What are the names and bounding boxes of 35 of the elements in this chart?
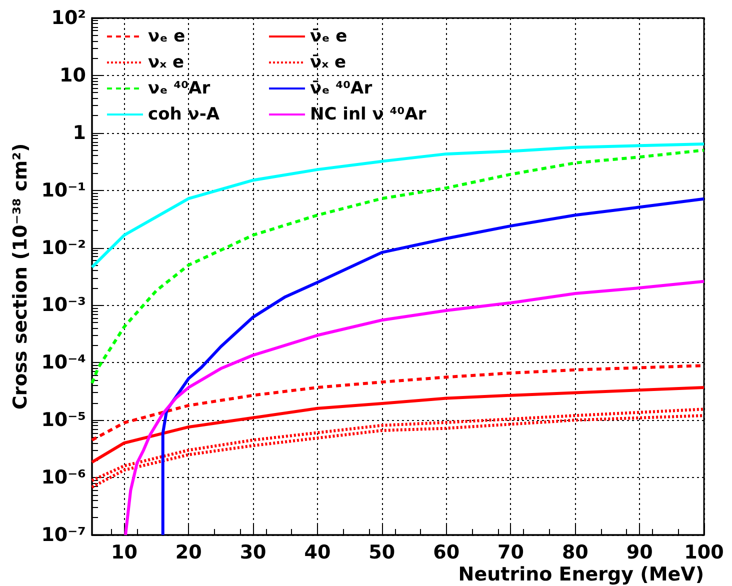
legend-label: νₑ e <box>148 26 186 46</box>
y-tick-label: 10⁻¹ <box>41 179 86 202</box>
y-axis-title: Cross section (10⁻³⁸ cm²) <box>10 143 32 410</box>
line-series <box>124 280 706 536</box>
y-tick-label: 10⁻² <box>41 236 86 259</box>
line-series <box>90 148 706 385</box>
legend-label: νₓ e <box>148 52 184 72</box>
x-tick-label: 80 <box>562 542 588 564</box>
line-series <box>161 197 706 536</box>
legend-label: ν̄ₑ e <box>310 26 348 46</box>
x-tick-label: 100 <box>684 542 724 564</box>
line-series <box>90 142 706 269</box>
legend-label: coh ν-A <box>148 104 220 124</box>
x-tick-label: 20 <box>175 542 202 564</box>
y-tick-label: 10⁻⁷ <box>41 524 86 546</box>
x-tick-label: 40 <box>304 542 331 564</box>
y-tick-label: 10⁻⁶ <box>41 466 86 489</box>
y-tick-label: 10² <box>51 7 86 29</box>
x-tick-label: 50 <box>368 542 396 564</box>
x-tick-label: 90 <box>626 542 653 564</box>
x-tick-label: 60 <box>433 542 460 564</box>
legend-label: ν̄ₑ ⁴⁰Ar <box>310 78 373 98</box>
legend-label: NC inl ν ⁴⁰Ar <box>310 104 427 124</box>
x-tick-label: 30 <box>240 542 266 564</box>
line-series <box>90 386 706 464</box>
y-tick-label: 10⁻³ <box>41 294 86 316</box>
y-tick-label: 10⁻⁵ <box>41 409 86 432</box>
x-axis-title: Neutrino Energy (MeV) <box>458 564 704 586</box>
x-tick-label: 70 <box>498 542 524 564</box>
legend-label: νₑ ⁴⁰Ar <box>148 78 211 98</box>
y-tick-label: 10 <box>60 64 86 86</box>
y-tick-label: 1 <box>72 122 86 144</box>
x-tick-label: 10 <box>110 542 138 564</box>
legend-label: ν̄ₓ e <box>310 52 346 72</box>
y-tick-label: 10⁻⁴ <box>41 352 86 374</box>
